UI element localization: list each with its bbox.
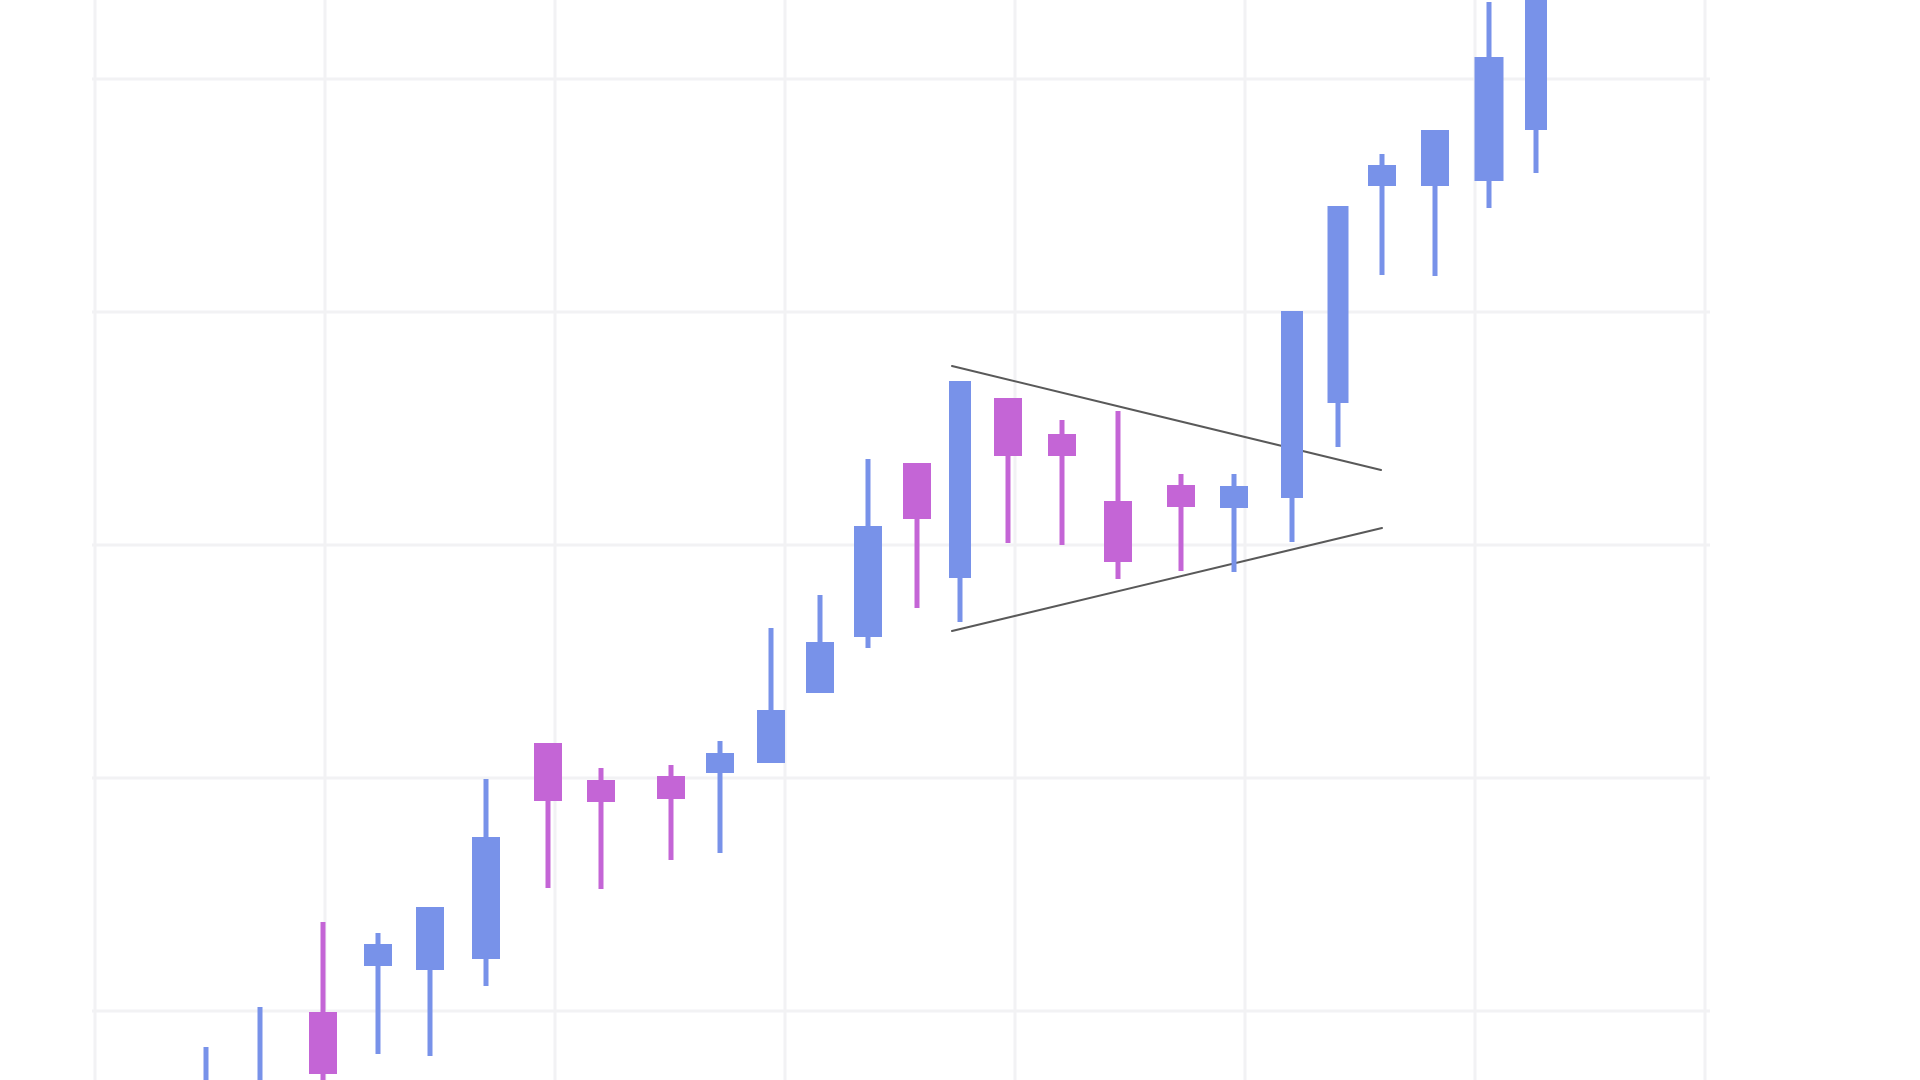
candle-bullish <box>472 779 500 986</box>
candle-bearish <box>903 463 931 608</box>
candle-wick <box>1115 411 1121 579</box>
candle-bullish <box>1525 0 1547 173</box>
candle-bullish <box>1421 130 1449 276</box>
candle-body <box>1327 206 1349 403</box>
candle-body <box>1525 0 1547 130</box>
candle-body <box>1368 165 1396 186</box>
candle-bullish <box>949 381 971 622</box>
candles-layer <box>203 0 1547 1080</box>
candle-bullish <box>757 628 785 763</box>
candle-wick <box>1178 474 1184 571</box>
candle-bullish <box>416 907 444 1056</box>
candle-bullish <box>364 933 392 1054</box>
candle-bullish <box>1474 2 1504 208</box>
candle-wick <box>427 907 433 1056</box>
candle-bearish <box>534 743 562 888</box>
candle-body <box>472 837 500 959</box>
candle-wick <box>257 1007 263 1080</box>
candle-bearish <box>657 765 685 860</box>
candle-wick <box>203 1047 209 1080</box>
candle-body <box>587 780 615 802</box>
candle-wick <box>320 922 326 1080</box>
gridlines-layer <box>92 0 1710 1080</box>
candle-body <box>854 526 882 637</box>
candle-body <box>1220 486 1248 508</box>
candle-body <box>534 743 562 801</box>
candle-bullish <box>203 1047 209 1080</box>
candle-bearish <box>1104 411 1132 579</box>
candle-wick <box>1432 130 1438 276</box>
candle-wick <box>914 463 920 608</box>
candle-wick <box>768 628 774 763</box>
candle-bearish <box>994 398 1022 543</box>
candle-bearish <box>1048 420 1076 545</box>
candle-bearish <box>587 768 615 889</box>
candle-body <box>1104 501 1132 562</box>
candle-wick <box>668 765 674 860</box>
candle-bullish <box>1327 206 1349 447</box>
candle-body <box>757 710 785 763</box>
candle-bullish <box>854 459 882 648</box>
candle-bullish <box>1281 311 1303 542</box>
candle-body <box>806 642 834 693</box>
candle-body <box>1421 130 1449 186</box>
candle-wick <box>1379 154 1385 275</box>
candle-bullish <box>806 595 834 693</box>
candle-wick <box>545 743 551 888</box>
candle-body <box>706 753 734 773</box>
candle-body <box>1167 485 1195 507</box>
candle-wick <box>598 768 604 889</box>
pennant-lower-trendline <box>951 527 1383 632</box>
candle-bearish <box>309 922 337 1080</box>
candle-bearish <box>1167 474 1195 571</box>
candle-body <box>657 776 685 799</box>
candle-bullish <box>706 741 734 853</box>
candle-body <box>1048 434 1076 456</box>
pennant-trendlines-layer <box>951 365 1383 632</box>
candle-body <box>1281 311 1303 498</box>
candle-body <box>903 463 931 519</box>
candle-body <box>949 381 971 578</box>
candle-body <box>1474 57 1504 181</box>
candle-bullish <box>257 1007 263 1080</box>
candle-wick <box>1231 474 1237 572</box>
candle-wick <box>1005 398 1011 543</box>
candle-bullish <box>1368 154 1396 275</box>
candle-body <box>364 944 392 966</box>
candle-bullish <box>1220 474 1248 572</box>
candle-wick <box>1059 420 1065 545</box>
candle-body <box>994 398 1022 456</box>
pennant-upper-trendline <box>951 365 1382 471</box>
candle-wick <box>717 741 723 853</box>
candle-body <box>309 1012 337 1074</box>
candle-wick <box>375 933 381 1054</box>
candle-body <box>416 907 444 970</box>
